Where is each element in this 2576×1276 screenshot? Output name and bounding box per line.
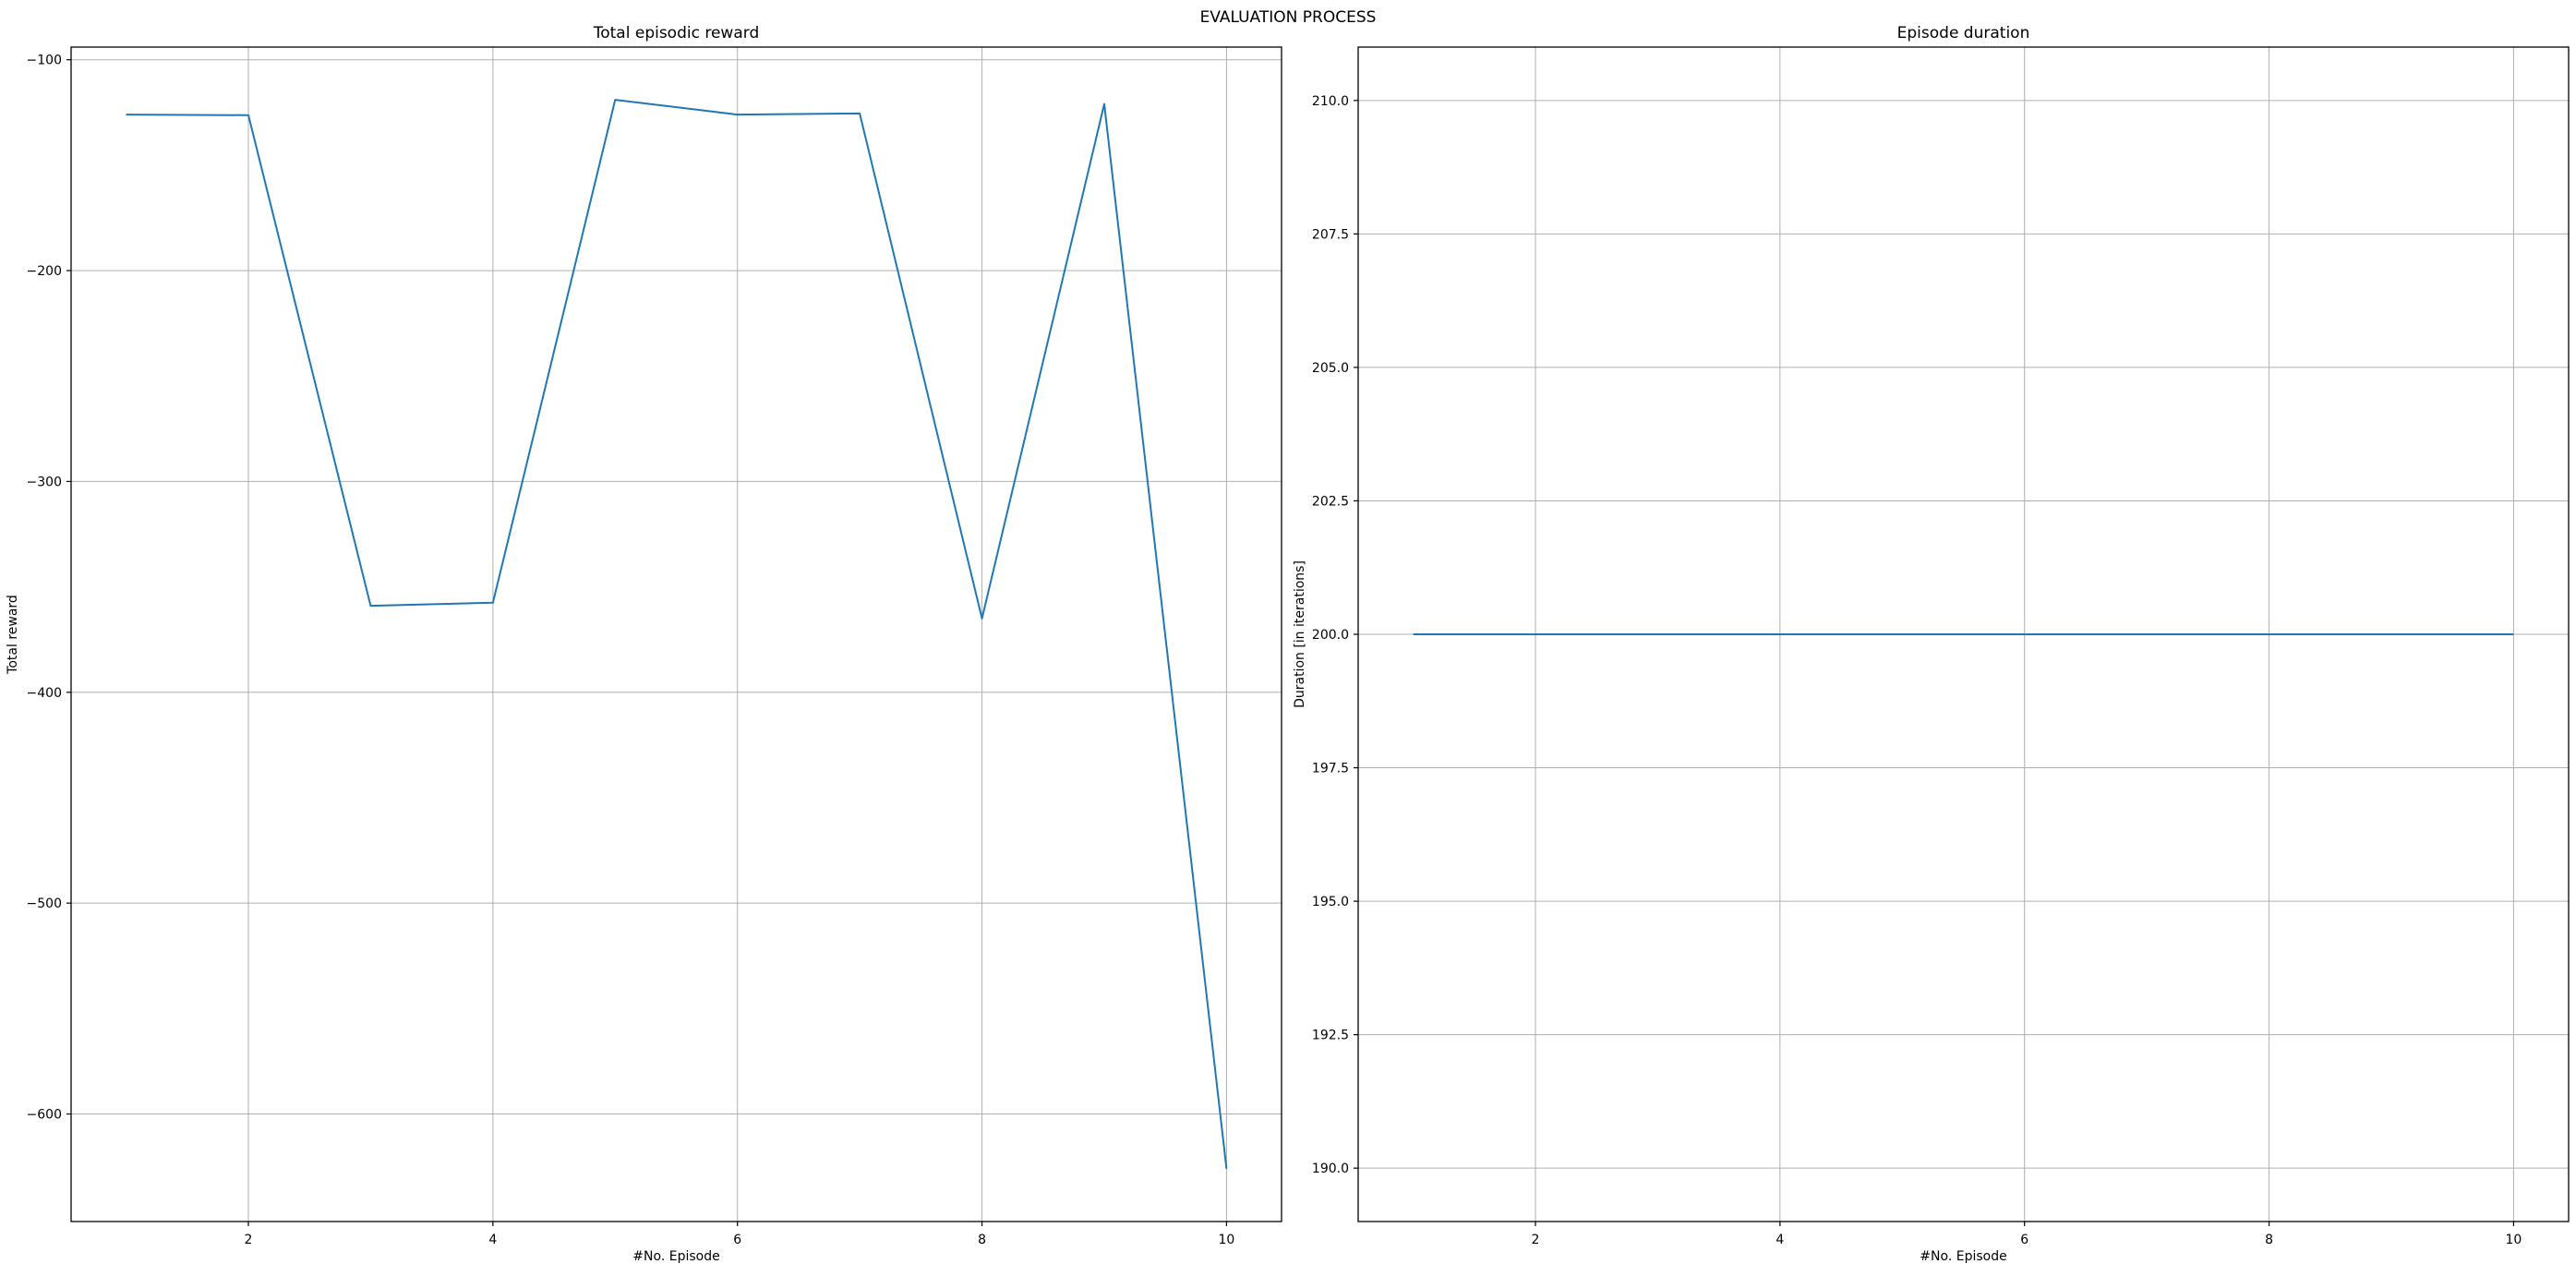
duration-y-tick-label: 192.5 — [1312, 1029, 1349, 1043]
duration-x-tick-label: 10 — [2505, 1233, 2522, 1247]
duration-y-tick-label: 207.5 — [1312, 227, 1349, 242]
reward-x-tick-label: 4 — [488, 1233, 497, 1247]
duration-x-tick-label: 6 — [2020, 1233, 2028, 1247]
reward-x-tick-label: 8 — [978, 1233, 986, 1247]
duration-y-tick-label: 210.0 — [1312, 94, 1349, 109]
duration-y-tick-label: 205.0 — [1312, 361, 1349, 376]
figure-suptitle: EVALUATION PROCESS — [1200, 8, 1377, 27]
reward-x-tick-label: 2 — [245, 1233, 253, 1247]
duration-y-tick-label: 195.0 — [1312, 895, 1349, 909]
duration-x-tick-label: 8 — [2265, 1233, 2273, 1247]
reward-x-tick-label: 6 — [733, 1233, 741, 1247]
reward-axes-frame — [70, 46, 1282, 1222]
duration-chart: 2 4 6 8 10 190.0 192.5 195.0 197.5 200.0 202.5 205.… — [1293, 24, 2570, 1264]
duration-chart-title: Episode duration — [1897, 24, 2030, 42]
reward-y-tick-label: −200 — [27, 264, 62, 279]
reward-y-tick-label: −300 — [27, 475, 62, 489]
reward-y-tick-label: −100 — [27, 54, 62, 68]
duration-x-tick-label: 4 — [1776, 1233, 1784, 1247]
duration-y-tick-label: 197.5 — [1312, 762, 1349, 776]
duration-y-tick-label: 190.0 — [1312, 1162, 1349, 1176]
reward-x-axis-label: #No. Episode — [632, 1249, 719, 1264]
reward-y-axis-label: Total reward — [6, 595, 20, 675]
duration-y-tick-label: 200.0 — [1312, 628, 1349, 643]
duration-x-axis-label: #No. Episode — [1920, 1249, 2006, 1264]
reward-y-tick-label: −600 — [27, 1108, 62, 1123]
duration-x-tick-label: 2 — [1532, 1233, 1540, 1247]
duration-y-tick-label: 202.5 — [1312, 494, 1349, 509]
reward-chart: 2 4 6 8 10 −100 −200 −300 −400 −500 −600 Total epis… — [6, 24, 1282, 1264]
reward-y-tick-label: −400 — [27, 686, 62, 701]
reward-series-line — [126, 99, 1228, 1170]
duration-y-axis-label: Duration [in iterations] — [1293, 560, 1307, 708]
reward-x-tick-label: 10 — [1218, 1233, 1234, 1247]
reward-chart-title: Total episodic reward — [593, 24, 759, 42]
reward-y-tick-label: −500 — [27, 897, 62, 911]
